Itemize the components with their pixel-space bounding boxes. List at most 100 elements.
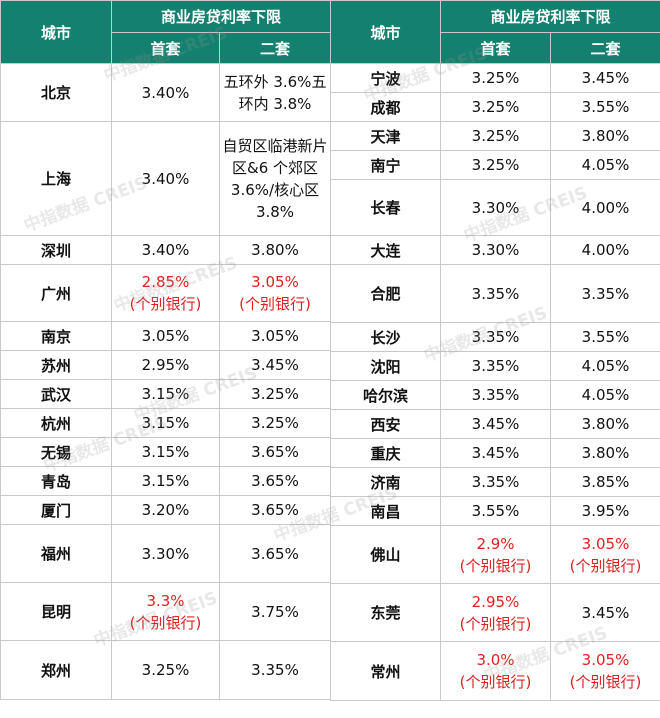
second-rate: 3.85% xyxy=(549,467,660,497)
city-name: 哈尔滨 xyxy=(330,380,441,410)
second-rate: 4.05% xyxy=(549,351,660,381)
second-rate: 3.05% (个别银行) xyxy=(218,264,332,322)
table-row: 成都 3.25% 3.55% xyxy=(330,92,660,122)
second-rate: 3.55% xyxy=(549,92,660,122)
first-rate: 2.95% (个别银行) xyxy=(440,583,551,642)
first-rate: 3.15% xyxy=(111,408,220,438)
city-name: 郑州 xyxy=(0,640,112,700)
second-rate: 3.75% xyxy=(218,582,332,641)
second-rate: 3.80% xyxy=(549,438,660,468)
table-row: 昆明 3.3% (个别银行) 3.75% xyxy=(0,582,332,641)
city-name: 成都 xyxy=(330,92,441,122)
table-row: 合肥 3.35% 3.35% xyxy=(330,264,660,323)
first-rate: 3.25% xyxy=(440,150,551,180)
rate-table-right: 城市 商业房贷利率下限 首套 二套 宁波 3.25% 3.45% 成都 3.25… xyxy=(330,0,660,701)
rate-value: 3.0% xyxy=(476,651,515,669)
city-name: 东莞 xyxy=(330,583,441,642)
first-rate: 3.55% xyxy=(440,496,551,526)
table-row: 重庆 3.45% 3.80% xyxy=(330,438,660,468)
first-rate: 3.0% (个别银行) xyxy=(440,641,551,701)
table-row: 苏州 2.95% 3.45% xyxy=(0,350,332,380)
table-row: 南京 3.05% 3.05% xyxy=(0,321,332,351)
first-rate: 3.40% xyxy=(111,235,220,265)
first-rate: 3.30% xyxy=(111,524,220,583)
second-rate: 3.25% xyxy=(218,408,332,438)
table-row: 无锡 3.15% 3.65% xyxy=(0,437,332,467)
table-row: 大连 3.30% 4.00% xyxy=(330,235,660,265)
table-row: 厦门 3.20% 3.65% xyxy=(0,495,332,525)
second-rate: 4.00% xyxy=(549,179,660,236)
table-row: 佛山 2.9% (个别银行) 3.05% (个别银行) xyxy=(330,525,660,584)
city-name: 广州 xyxy=(0,264,112,322)
first-rate: 3.3% (个别银行) xyxy=(111,582,220,641)
second-rate: 3.65% xyxy=(218,466,332,496)
table-row: 天津 3.25% 3.80% xyxy=(330,121,660,151)
bank-note: (个别银行) xyxy=(569,556,642,575)
city-name: 长春 xyxy=(330,179,441,236)
second-rate: 3.05% (个别银行) xyxy=(549,525,660,584)
header-second-home: 二套 xyxy=(218,32,332,64)
second-rate: 3.80% xyxy=(218,235,332,265)
first-rate: 3.30% xyxy=(440,179,551,236)
city-name: 苏州 xyxy=(0,350,112,380)
city-name: 厦门 xyxy=(0,495,112,525)
first-rate: 3.35% xyxy=(440,264,551,323)
table-row: 长沙 3.35% 3.55% xyxy=(330,322,660,352)
table-row: 武汉 3.15% 3.25% xyxy=(0,379,332,409)
first-rate: 3.20% xyxy=(111,495,220,525)
city-name: 沈阳 xyxy=(330,351,441,381)
table-row: 杭州 3.15% 3.25% xyxy=(0,408,332,438)
first-rate: 2.95% xyxy=(111,350,220,380)
rate-value: 2.85% xyxy=(141,273,190,291)
second-rate: 3.65% xyxy=(218,495,332,525)
city-name: 杭州 xyxy=(0,408,112,438)
second-rate: 3.65% xyxy=(218,524,332,583)
table-row: 郑州 3.25% 3.35% xyxy=(0,640,332,700)
city-name: 南京 xyxy=(0,321,112,351)
second-rate: 自贸区临港新片区&6 个郊区 3.6%/核心区 3.8% xyxy=(218,121,332,236)
first-rate: 3.15% xyxy=(111,437,220,467)
second-rate: 4.00% xyxy=(549,235,660,265)
rate-value: 3.3% xyxy=(146,591,185,610)
bank-note: (个别银行) xyxy=(569,673,642,691)
city-name: 常州 xyxy=(330,641,441,701)
rate-value: 3.05% xyxy=(581,534,630,553)
table-row: 广州 2.85% (个别银行) 3.05% (个别银行) xyxy=(0,264,332,322)
second-rate: 3.05% (个别银行) xyxy=(549,641,660,701)
first-rate: 3.45% xyxy=(440,438,551,468)
table-row: 沈阳 3.35% 4.05% xyxy=(330,351,660,381)
first-rate: 3.05% xyxy=(111,321,220,351)
city-name: 昆明 xyxy=(0,582,112,641)
table-row: 上海 3.40% 自贸区临港新片区&6 个郊区 3.6%/核心区 3.8% xyxy=(0,121,332,236)
second-rate: 3.80% xyxy=(549,121,660,151)
first-rate: 2.9% (个别银行) xyxy=(440,525,551,584)
header-second-home: 二套 xyxy=(549,32,660,64)
city-name: 南昌 xyxy=(330,496,441,526)
table-row: 南昌 3.55% 3.95% xyxy=(330,496,660,526)
city-name: 北京 xyxy=(0,63,112,122)
first-rate: 3.15% xyxy=(111,379,220,409)
rate-value: 2.95% xyxy=(471,592,520,611)
second-rate: 3.45% xyxy=(218,350,332,380)
rate-value: 3.05% xyxy=(581,651,630,669)
table-row: 哈尔滨 3.35% 4.05% xyxy=(330,380,660,410)
second-rate: 3.45% xyxy=(549,583,660,642)
first-rate: 3.40% xyxy=(111,63,220,122)
second-rate: 3.55% xyxy=(549,322,660,352)
bank-note: (个别银行) xyxy=(459,614,532,633)
city-name: 青岛 xyxy=(0,466,112,496)
second-rate: 3.45% xyxy=(549,63,660,93)
table-row: 北京 3.40% 五环外 3.6%五环内 3.8% xyxy=(0,63,332,122)
first-rate: 3.30% xyxy=(440,235,551,265)
bank-note: (个别银行) xyxy=(129,295,202,313)
rate-value: 3.05% xyxy=(251,273,299,291)
bank-note: (个别银行) xyxy=(129,613,202,632)
header-rate-group: 商业房贷利率下限 xyxy=(439,0,660,33)
city-name: 天津 xyxy=(330,121,441,151)
first-rate: 3.35% xyxy=(440,380,551,410)
table-row: 南宁 3.25% 4.05% xyxy=(330,150,660,180)
first-rate: 3.25% xyxy=(440,63,551,93)
first-rate: 3.15% xyxy=(111,466,220,496)
table-row: 深圳 3.40% 3.80% xyxy=(0,235,332,265)
city-name: 西安 xyxy=(330,409,441,439)
